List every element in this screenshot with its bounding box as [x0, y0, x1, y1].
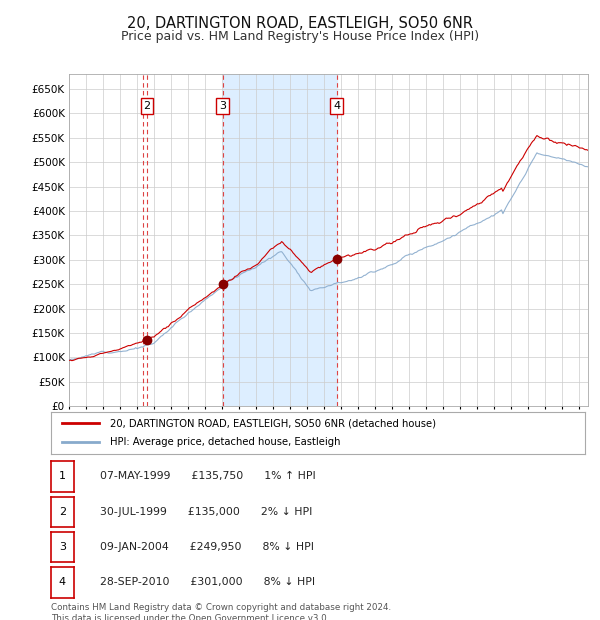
Text: Price paid vs. HM Land Registry's House Price Index (HPI): Price paid vs. HM Land Registry's House …	[121, 30, 479, 43]
Text: 3: 3	[219, 101, 226, 111]
Text: 20, DARTINGTON ROAD, EASTLEIGH, SO50 6NR (detached house): 20, DARTINGTON ROAD, EASTLEIGH, SO50 6NR…	[110, 418, 436, 428]
Text: 28-SEP-2010      £301,000      8% ↓ HPI: 28-SEP-2010 £301,000 8% ↓ HPI	[93, 577, 315, 588]
Text: Contains HM Land Registry data © Crown copyright and database right 2024.
This d: Contains HM Land Registry data © Crown c…	[51, 603, 391, 620]
Text: 20, DARTINGTON ROAD, EASTLEIGH, SO50 6NR: 20, DARTINGTON ROAD, EASTLEIGH, SO50 6NR	[127, 16, 473, 30]
Text: HPI: Average price, detached house, Eastleigh: HPI: Average price, detached house, East…	[110, 438, 340, 448]
Bar	[223, 74, 337, 406]
Text: 2: 2	[59, 507, 66, 517]
Text: 09-JAN-2004      £249,950      8% ↓ HPI: 09-JAN-2004 £249,950 8% ↓ HPI	[93, 542, 314, 552]
Text: 30-JUL-1999      £135,000      2% ↓ HPI: 30-JUL-1999 £135,000 2% ↓ HPI	[93, 507, 313, 517]
Text: 4: 4	[333, 101, 340, 111]
Text: 1: 1	[59, 471, 66, 482]
Text: 4: 4	[59, 577, 66, 588]
Text: 07-MAY-1999      £135,750      1% ↑ HPI: 07-MAY-1999 £135,750 1% ↑ HPI	[93, 471, 316, 482]
Text: 2: 2	[143, 101, 151, 111]
Text: 3: 3	[59, 542, 66, 552]
